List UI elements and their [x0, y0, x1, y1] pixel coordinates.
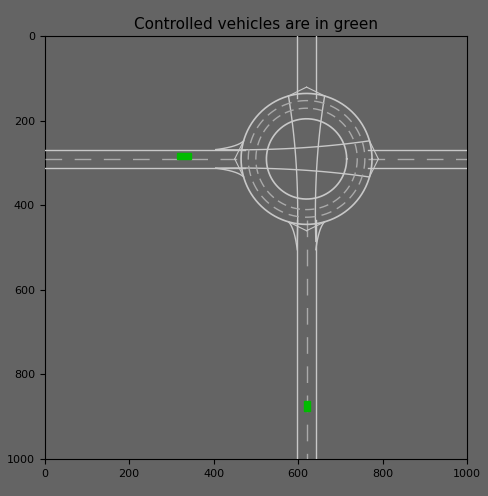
Bar [304, 401, 309, 411]
Title: Controlled vehicles are in green: Controlled vehicles are in green [134, 17, 378, 32]
Bar [177, 153, 191, 159]
